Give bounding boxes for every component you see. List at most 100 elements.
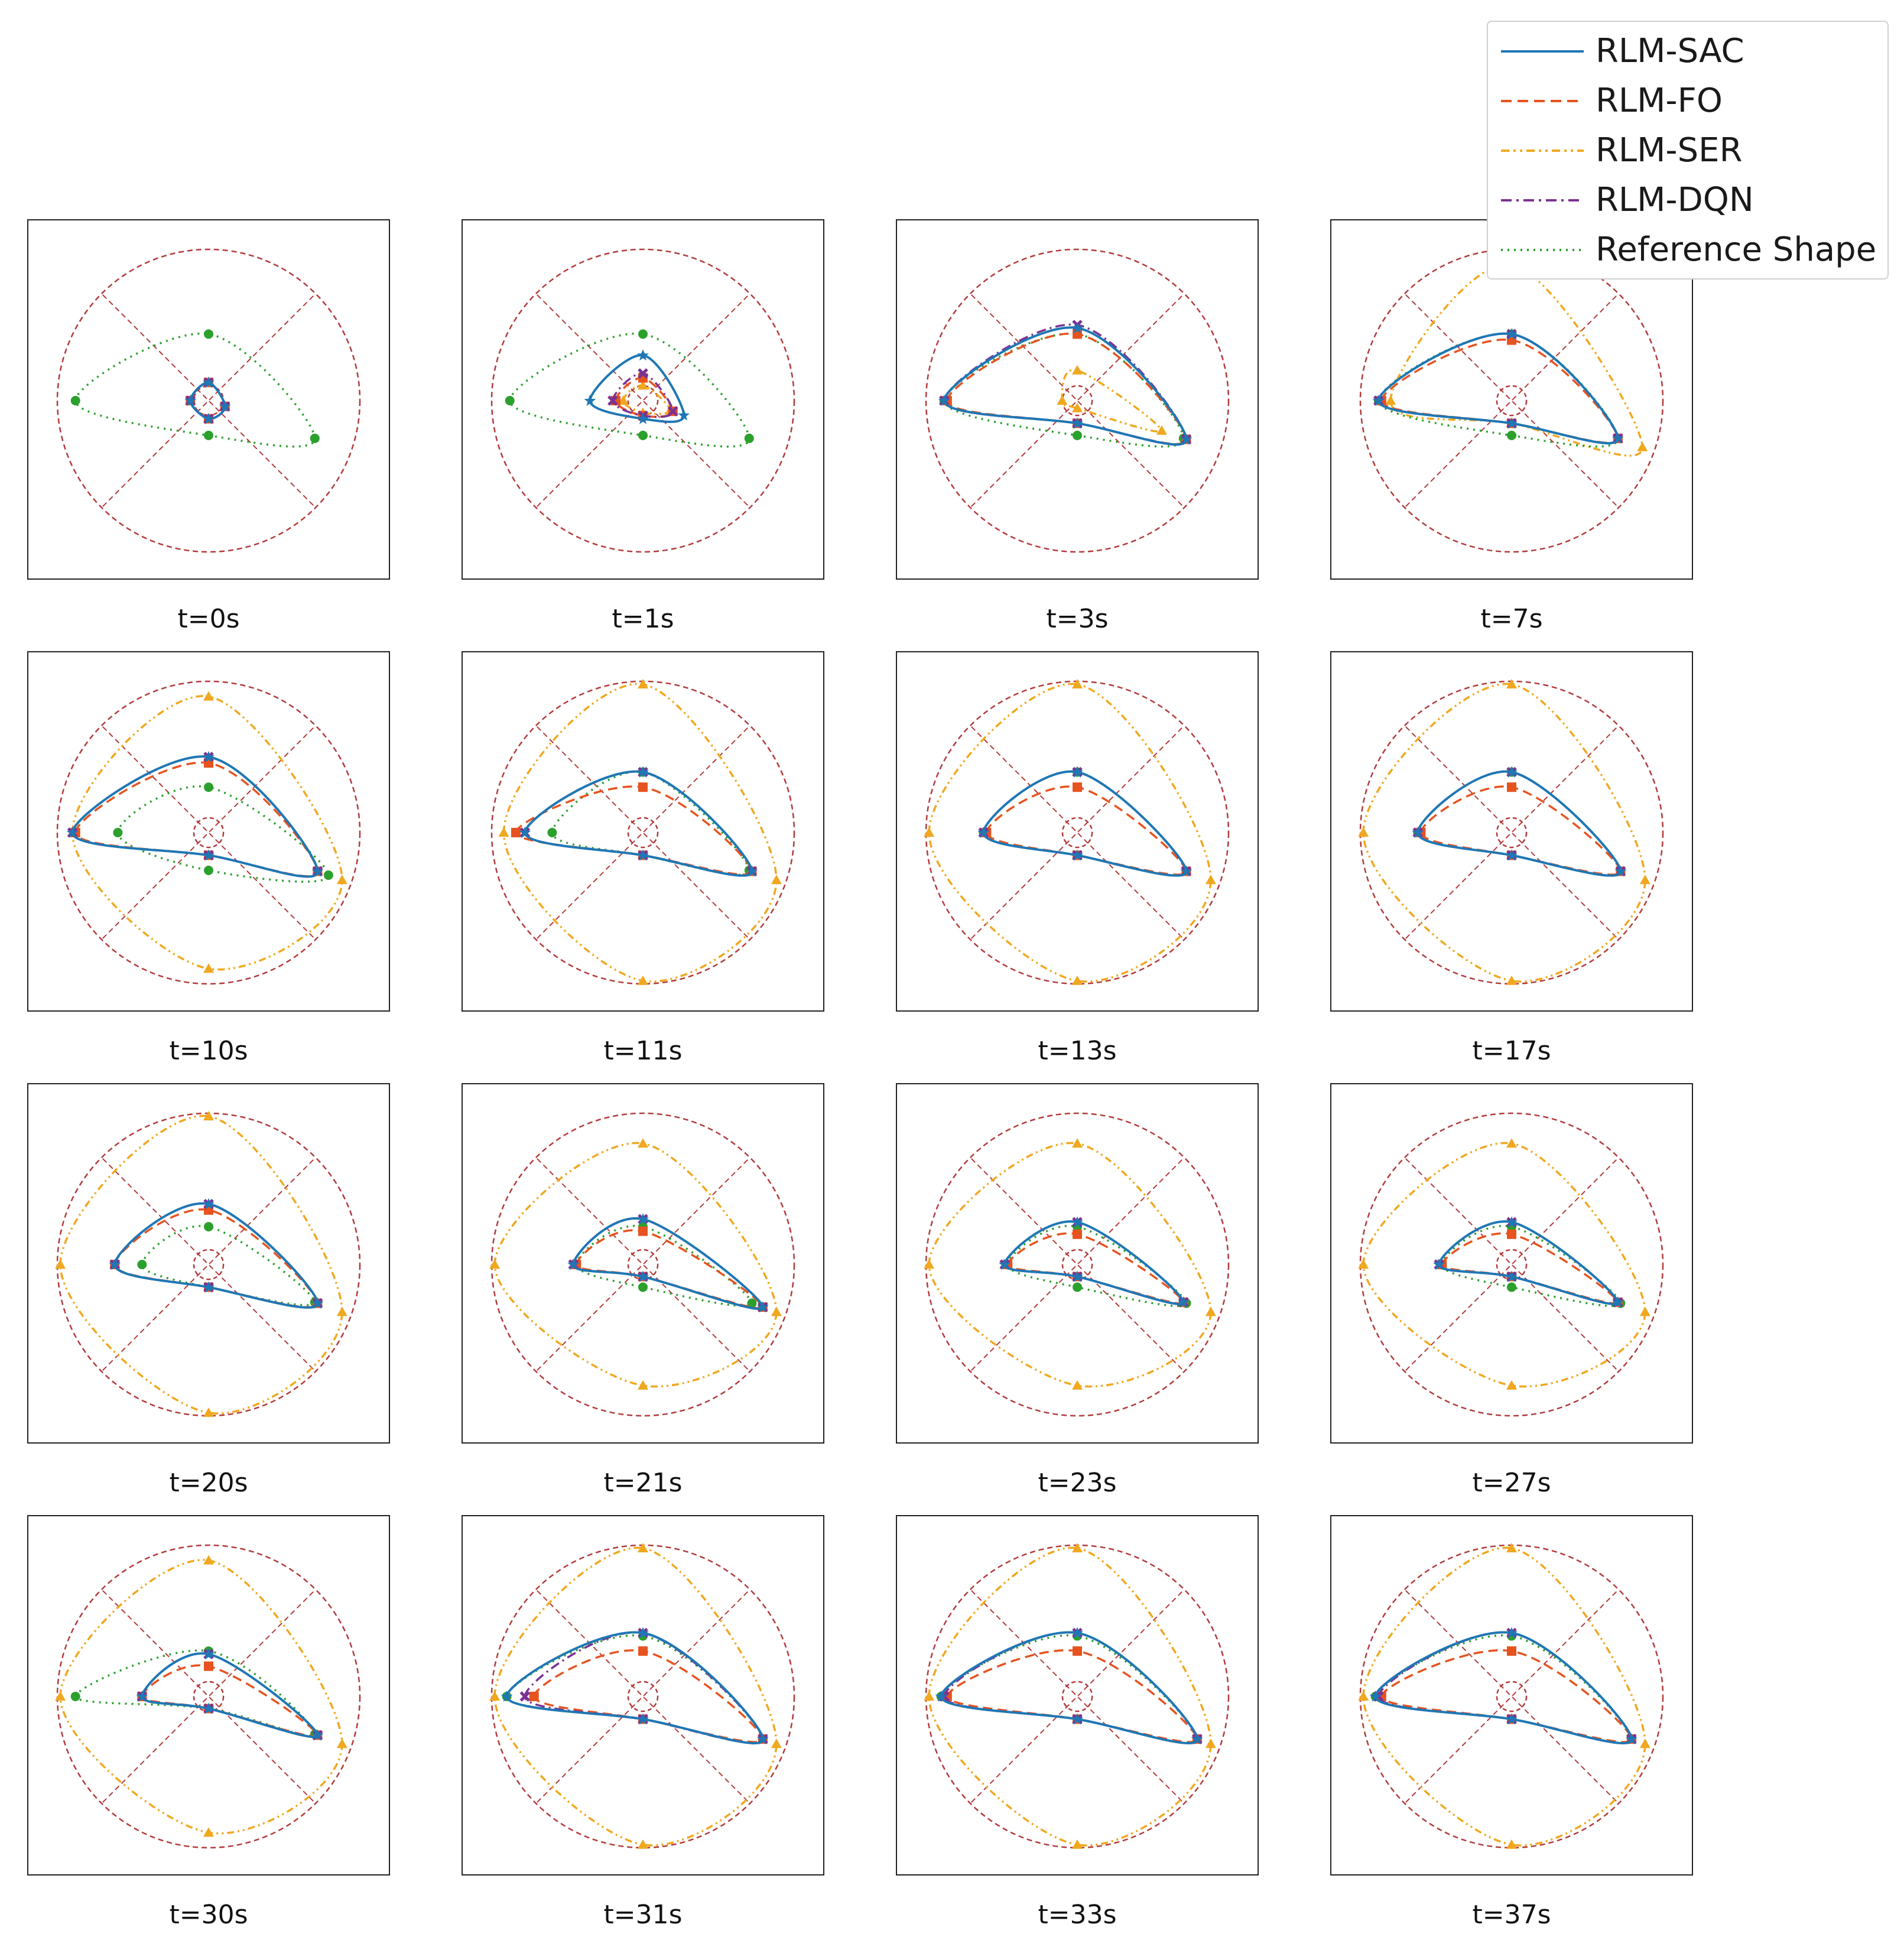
series-fo-curve (1380, 1649, 1633, 1743)
marker-ser (924, 827, 935, 837)
marker-sac (584, 395, 596, 406)
marker-sac (1369, 1691, 1382, 1702)
marker-ref (113, 828, 123, 837)
panel-11 (1330, 1083, 1693, 1444)
marker-ref (204, 782, 213, 792)
marker-sac (1614, 865, 1627, 877)
legend-line-sac (1501, 50, 1584, 53)
marker-sac (1071, 417, 1083, 429)
diagonal-guide (1405, 1158, 1618, 1371)
series-ser-curve (59, 1114, 343, 1415)
series-ser-curve (928, 682, 1212, 983)
series-fo-curve (1006, 1232, 1185, 1305)
series-ref-curve (1441, 1224, 1622, 1308)
outer-boundary-circle (56, 1544, 361, 1849)
diagonal-guide (971, 726, 1184, 939)
series-ser-curve (1362, 1142, 1646, 1388)
marker-sac (637, 1270, 649, 1282)
series-fo-curve (1441, 1232, 1619, 1305)
marker-ser (1072, 1380, 1083, 1390)
panel-12 (27, 1515, 390, 1876)
inner-boundary-circle (1496, 817, 1528, 849)
panel-frame (896, 651, 1259, 1012)
legend-label-sac: RLM-SAC (1596, 32, 1744, 70)
marker-ser (1358, 1691, 1369, 1701)
outer-boundary-circle (56, 248, 361, 553)
marker-sac (311, 1729, 324, 1741)
marker-ser (1358, 827, 1369, 837)
marker-ser (203, 691, 214, 701)
marker-sac (637, 1213, 649, 1225)
panel-title: t=17s (1472, 1036, 1551, 1066)
marker-sac (935, 1691, 947, 1702)
marker-sac (311, 865, 324, 877)
marker-ref (310, 433, 320, 443)
marker-ser (1072, 402, 1083, 412)
marker-sac (1191, 1733, 1203, 1745)
panel-title: t=37s (1472, 1900, 1551, 1930)
marker-ref (70, 396, 80, 405)
marker-ser (1072, 1839, 1083, 1849)
marker-sac (136, 1691, 148, 1702)
marker-ref (1073, 430, 1082, 440)
marker-ser (638, 975, 648, 985)
series-sac-curve (1377, 332, 1619, 444)
diagonal-guide (102, 1158, 315, 1371)
panel-title: t=30s (169, 1900, 248, 1930)
series-fo-curve (74, 761, 319, 877)
marker-sac (1506, 417, 1518, 429)
marker-sac (1433, 1259, 1445, 1270)
series-sac-curve (1416, 770, 1622, 877)
marker-ref (747, 1298, 757, 1308)
legend-line-dqn (1501, 199, 1584, 201)
marker-sac (203, 1281, 215, 1293)
marker-ref (1507, 430, 1516, 440)
marker-dqn (519, 1691, 531, 1702)
marker-ser (1358, 1259, 1369, 1269)
marker-sac (977, 827, 990, 838)
marker-fo (638, 1226, 648, 1236)
legend-label-dqn: RLM-DQN (1596, 181, 1754, 219)
marker-ser (638, 1543, 648, 1553)
outer-boundary-circle (56, 680, 361, 985)
panel-frame (27, 651, 390, 1012)
panel-14 (896, 1515, 1259, 1876)
panel-frame (462, 1083, 824, 1444)
marker-ser (1506, 975, 1517, 985)
legend-label-ser: RLM-SER (1596, 131, 1743, 170)
inner-boundary-circle (1496, 385, 1528, 417)
marker-ser (55, 1259, 66, 1269)
diagonal-guide (537, 1590, 749, 1803)
marker-ser (924, 1259, 935, 1269)
marker-sac (203, 751, 215, 762)
panel-title: t=7s (1480, 604, 1543, 634)
marker-sac (756, 1301, 769, 1313)
legend-line-reference (1501, 249, 1584, 251)
marker-ser (1072, 679, 1083, 689)
panel-title: t=21s (603, 1468, 683, 1498)
marker-ref (204, 1222, 213, 1231)
marker-sac (1372, 395, 1385, 406)
series-ser-curve (1362, 1546, 1646, 1847)
diagonal-guide (971, 1158, 1184, 1371)
marker-ser (1506, 1380, 1517, 1390)
marker-sac (203, 849, 215, 861)
marker-ser (203, 1111, 214, 1121)
series-dqn-curve (1416, 770, 1622, 877)
marker-ser (1385, 395, 1396, 405)
panel-8 (27, 1083, 390, 1444)
marker-ref (1073, 1282, 1082, 1292)
marker-ser (1639, 1738, 1650, 1748)
panel-frame (27, 1083, 390, 1444)
diagonal-guide (971, 726, 1184, 939)
panel-title: t=20s (169, 1468, 248, 1498)
diagonal-guide (1405, 1590, 1618, 1803)
marker-ser (55, 1691, 66, 1701)
diagonal-guide (102, 726, 315, 939)
series-sac-curve (141, 1652, 319, 1738)
outer-boundary-circle (490, 1112, 795, 1417)
marker-ref (323, 870, 333, 880)
marker-ser (1639, 875, 1650, 885)
marker-ser (1506, 1839, 1517, 1849)
